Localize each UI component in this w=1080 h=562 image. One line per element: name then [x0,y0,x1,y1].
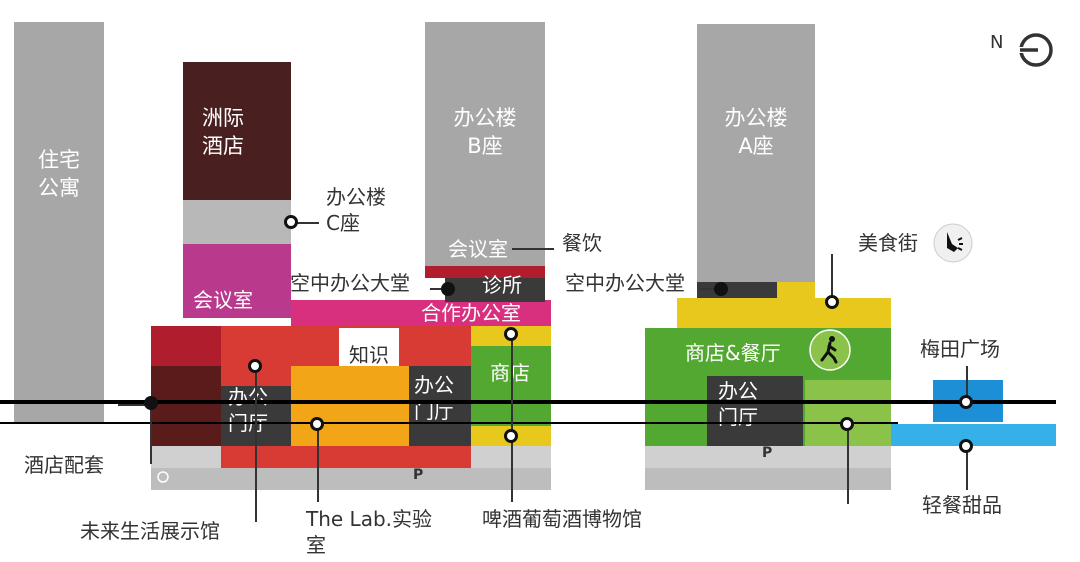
leader-lab [317,424,319,502]
basement-grey-left [151,446,221,468]
yellow-band-right [677,298,891,328]
office-b-tower [425,22,545,266]
orange-lab-lower [291,424,409,446]
leader-future [255,366,257,522]
meitian-plaza-label: 梅田广场 [920,337,1000,361]
marker-lobby-1 [248,359,262,373]
leader-food-street [831,254,833,298]
hotel-support-label: 酒店配套 [24,453,104,477]
shop-label: 商店 [490,361,530,385]
marker-hotel-support [144,396,158,410]
light-blue-band [891,424,1056,446]
light-dessert-label: 轻餐甜品 [922,493,1002,517]
office-c-label: 办公楼 C座 [326,185,386,235]
dining-label: 餐饮 [562,231,602,255]
leader-sky-lobby-left [430,288,448,290]
marker-meitian [959,395,973,409]
future-living-label: 未来生活展示馆 [80,519,220,543]
leader-dessert [966,446,968,490]
leader-office-c [291,222,319,224]
hotel-meeting-block [183,244,291,318]
lobby-3-block [707,376,803,446]
meeting-b-band [425,236,545,266]
residential-tower-label: 住宅 公寓 [38,148,80,200]
leader-dining [512,248,554,250]
marker-food-street [825,295,839,309]
dining-b-band [425,266,545,278]
parking-icon [157,471,169,483]
office-a-tower [697,24,815,282]
marker-beer [504,429,518,443]
office-a-label: 办公楼 A座 [724,106,788,158]
office-lobby-3-label: 办公 门厅 [718,379,758,429]
basement-parking-right [645,468,891,490]
shop-dining-label: 商店&餐厅 [685,341,781,365]
marker-cowork [504,327,518,341]
meeting-room-left-label: 会议室 [193,288,253,312]
marker-lab [310,417,324,431]
leader-hotel-support-v [150,404,152,464]
parking-p2-label: P [762,445,773,461]
marker-office-c [284,215,298,229]
leader-hotel-support [118,404,152,406]
beer-wine-museum-label: 啤酒葡萄酒博物馆 [482,507,642,531]
marker-shop-dining [840,417,854,431]
marker-sky-lobby-left [441,282,455,296]
pink-cowork-band [291,300,551,327]
cowork-label: 合作办公室 [421,301,521,325]
marker-sky-lobby-right [714,282,728,296]
food-street-label: 美食街 [858,231,918,255]
basement-parking-left [151,468,551,490]
food-street-yellow [777,282,815,298]
sky-lobby-left-label: 空中办公大堂 [290,271,410,295]
basement-grey-right [645,446,891,468]
power-compass-icon [1018,33,1053,67]
sky-lobby-right-label: 空中办公大堂 [565,271,685,295]
office-b-label: 办公楼 B座 [453,106,517,158]
north-label: N [990,32,1004,53]
ground-line-lower [0,422,898,424]
office-lobby-1-label: 办公 门厅 [228,385,268,435]
red-base [221,446,471,468]
lobby-2-block [409,366,471,446]
office-c-floors [183,200,291,244]
residential-tower [14,22,104,424]
clinic-label: 诊所 [482,273,522,297]
leader-meitian [966,366,968,400]
ground-line-upper [0,400,1056,404]
leader-shop-dining-dot [847,424,849,504]
leader-beer [511,334,513,502]
walking-person-icon [809,329,851,371]
dining-icon [933,223,973,263]
hotel-support-dark [151,366,221,446]
office-lobby-2-label: 办公 门厅 [414,373,454,423]
clinic-block [445,278,545,302]
sky-lobby-right-block [697,282,777,298]
leader-sky-lobby-right [700,288,718,290]
meeting-b-label: 会议室 [448,237,508,261]
intercontinental-hotel-tower [183,62,291,200]
marker-dessert [959,439,973,453]
intercontinental-hotel-label: 洲际 酒店 [202,106,244,158]
parking-p1-label: P [413,467,424,483]
the-lab-label: The Lab.实验 室 [306,507,433,557]
